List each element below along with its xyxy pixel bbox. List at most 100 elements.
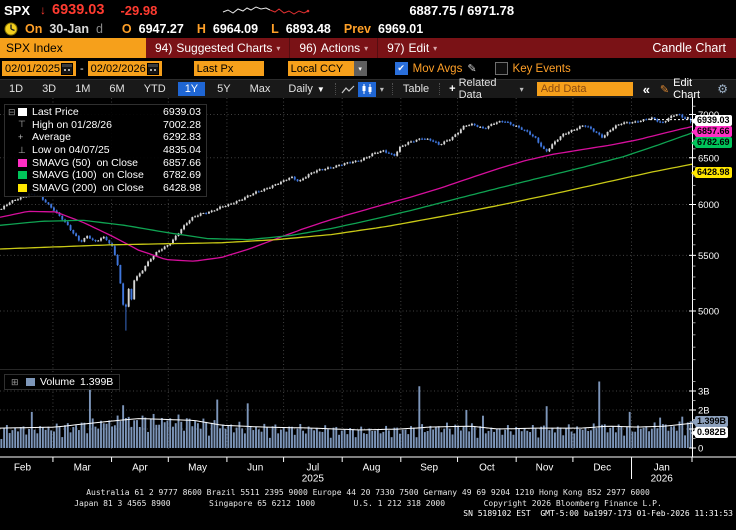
currency-value: Local CCY: [287, 61, 354, 76]
menu-item-actions[interactable]: 96) Actions ▾: [289, 38, 377, 58]
legend-swatch-icon: [18, 171, 32, 180]
legend-value: 6939.03: [163, 106, 201, 119]
terminal-footer: Australia 61 2 9777 8600 Brazil 5511 239…: [0, 484, 736, 530]
calendar-icon[interactable]: [61, 62, 73, 75]
expander-icon[interactable]: ⊟: [8, 106, 16, 117]
legend-marker-icon: ⊥: [18, 145, 32, 156]
legend-row[interactable]: ⊤ High on 01/28/26 7002.28: [8, 119, 201, 132]
open-value: 6947.27: [138, 21, 184, 36]
add-data-input[interactable]: [536, 82, 633, 96]
prev-label: Prev: [343, 21, 371, 36]
svg-text:Dec: Dec: [593, 463, 611, 474]
legend-value: 6292.83: [163, 131, 201, 144]
candlestick-series: [0, 113, 692, 331]
footer-contacts-line2: Japan 81 3 4565 8900 Singapore 65 6212 1…: [74, 498, 662, 508]
svg-text:Mar: Mar: [74, 463, 92, 474]
svg-text:5500: 5500: [698, 251, 719, 262]
axes: 5000550060006500700002B3BFebMarAprMayJun…: [0, 98, 736, 484]
svg-text:Feb: Feb: [14, 463, 32, 474]
chart-toolbar: 1D 3D 1M 6M YTD 1Y 5Y Max Daily ▼ ▾ Table + Rel…: [0, 77, 736, 101]
delay-flag: d: [95, 21, 103, 36]
range-tab-3d[interactable]: 3D: [42, 83, 57, 95]
legend-label: Low on 04/07/25: [32, 144, 110, 157]
legend-row[interactable]: SMAVG (200) on Close 6428.98: [8, 182, 201, 195]
frequency-dropdown[interactable]: Daily ▼: [282, 83, 330, 95]
chevron-down-icon: ▾: [433, 43, 438, 53]
menu-item-key: 97): [387, 41, 405, 55]
security-field[interactable]: SPX Index: [0, 38, 146, 58]
price-field-selector[interactable]: Last Px: [193, 61, 264, 76]
volume-legend[interactable]: ⊞ Volume 1.399B: [4, 374, 121, 390]
mov-avgs-checkbox[interactable]: ✔: [394, 62, 408, 75]
legend-row[interactable]: ⊥ Low on 04/07/25 4835.04: [8, 144, 201, 157]
key-events-checkbox[interactable]: [494, 62, 508, 75]
menu-item-label: Edit: [408, 41, 430, 55]
legend-row[interactable]: SMAVG (100) on Close 6782.69: [8, 169, 201, 182]
legend-value: 6857.66: [163, 156, 201, 169]
range-tab-max[interactable]: Max: [249, 83, 271, 95]
range-tab-5y[interactable]: 5Y: [217, 83, 231, 95]
footer-session-info: SN 5189102 EST GMT-5:00 ba1997-173 01-Fe…: [463, 509, 733, 518]
svg-text:Jun: Jun: [247, 463, 263, 474]
gear-icon[interactable]: ⚙: [717, 82, 729, 96]
axis-price-chip: 6428.98: [691, 167, 732, 178]
legend-row[interactable]: + Average 6292.83: [8, 131, 201, 144]
menu-item-suggested-charts[interactable]: 94) Suggested Charts ▾: [146, 38, 289, 58]
sma100-line: [0, 132, 693, 241]
menu-item-edit[interactable]: 97) Edit ▾: [377, 38, 446, 58]
color-swatch: [18, 108, 27, 117]
legend-value: 6428.98: [163, 181, 201, 194]
range-tab-ytd[interactable]: YTD: [143, 83, 166, 95]
chevron-down-icon: ▾: [519, 84, 524, 94]
price-volume-chart[interactable]: 5000550060006500700002B3BFebMarAprMayJun…: [0, 98, 736, 484]
axis-price-chip: 6939.03: [691, 115, 732, 126]
chevron-down-icon[interactable]: ▾: [353, 61, 367, 76]
session-header: On 30-Jan d O 6947.27 H 6964.09 L 6893.4…: [0, 19, 736, 38]
mov-avgs-label[interactable]: Mov Avgs: [412, 62, 463, 75]
chevron-down-icon[interactable]: ▾: [379, 84, 384, 94]
average-marker-icon: +: [18, 132, 24, 143]
date-to-field[interactable]: 02/02/2026: [87, 61, 162, 76]
legend-value: 7002.28: [163, 118, 201, 131]
prev-value: 6969.01: [378, 21, 424, 36]
legend-swatch-icon: [18, 108, 32, 117]
range-tab-6m[interactable]: 6M: [109, 83, 125, 95]
svg-text:Oct: Oct: [479, 463, 495, 474]
svg-text:Nov: Nov: [536, 463, 554, 474]
line-chart-icon-button[interactable]: [340, 82, 358, 97]
date-range-dash: -: [80, 62, 84, 75]
volume-legend-value: 1.399B: [80, 376, 114, 388]
expander-icon[interactable]: ⊞: [11, 376, 19, 387]
range-tab-1y[interactable]: 1Y: [177, 82, 206, 96]
calendar-icon[interactable]: [146, 62, 159, 75]
collapse-panel-button[interactable]: «: [642, 81, 650, 97]
date-from-field[interactable]: 02/01/2025: [2, 61, 76, 76]
table-button[interactable]: Table: [402, 83, 430, 95]
legend-label: High on 01/28/26: [32, 118, 112, 131]
edit-chart-pencil-icon[interactable]: ✎: [659, 83, 670, 96]
intraday-sparkline: [223, 5, 310, 15]
legend-marker-icon: ⊤: [18, 119, 32, 130]
gridlines: [0, 98, 692, 450]
on-label: On: [25, 21, 43, 36]
delayed-clock-icon: [4, 22, 18, 35]
axis-price-chip: 6782.69: [691, 137, 732, 148]
legend-row[interactable]: ⊟ Last Price 6939.03: [8, 106, 201, 119]
svg-text:Jul: Jul: [306, 463, 319, 474]
chart-panel[interactable]: 5000550060006500700002B3BFebMarAprMayJun…: [0, 98, 736, 484]
range-tab-1d[interactable]: 1D: [9, 83, 24, 95]
legend-swatch-icon: [18, 183, 32, 192]
key-events-label[interactable]: Key Events: [512, 62, 571, 75]
high-marker-icon: ⊤: [18, 119, 26, 130]
volume-legend-label: Volume: [40, 376, 76, 388]
axis-price-chip: 6857.66: [691, 126, 732, 137]
svg-text:May: May: [188, 463, 207, 474]
edit-mov-avgs-pencil-icon[interactable]: ✎: [467, 63, 477, 75]
range-tab-1m[interactable]: 1M: [75, 83, 91, 95]
currency-selector[interactable]: Local CCY ▾: [287, 61, 367, 76]
price-down-arrow-icon: ↓: [40, 3, 47, 17]
candle-chart-icon-button[interactable]: [357, 81, 376, 97]
legend-row[interactable]: SMAVG (50) on Close 6857.66: [8, 156, 201, 169]
legend-swatch-icon: [18, 158, 32, 167]
